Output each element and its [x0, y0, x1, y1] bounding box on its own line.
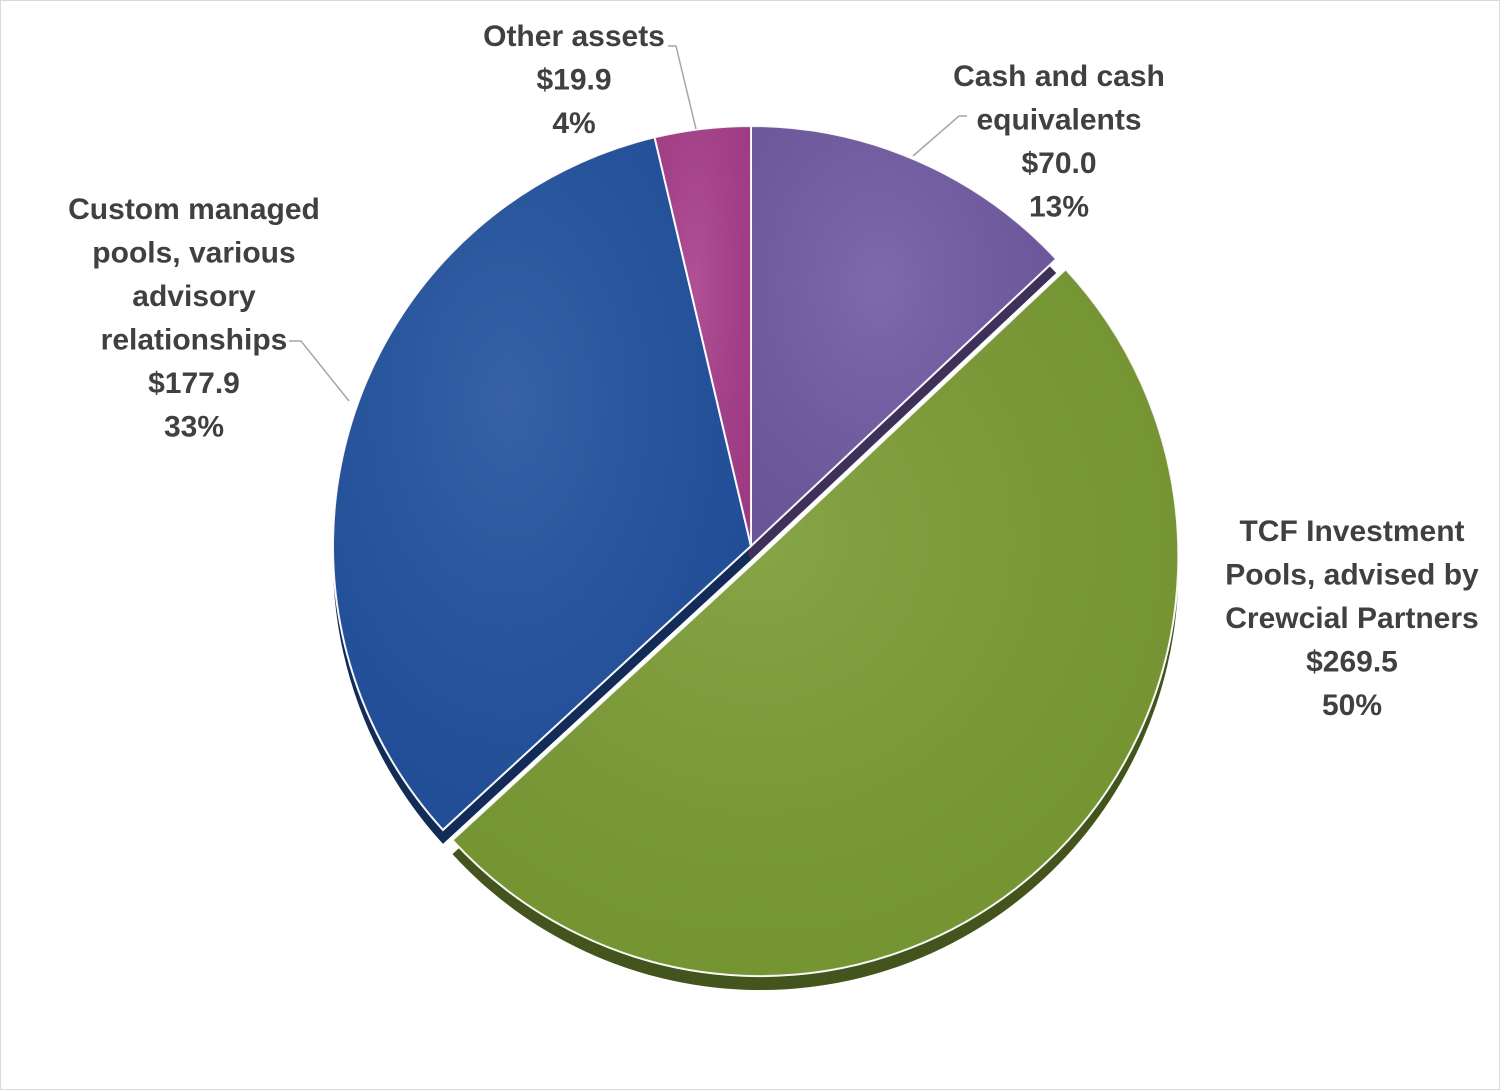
percent-label: 33% — [164, 410, 224, 443]
value-label: $177.9 — [148, 367, 240, 400]
label-line: pools, various — [92, 236, 295, 269]
label-line: TCF Investment — [1239, 515, 1464, 548]
label-line: Other assets — [483, 20, 665, 53]
percent-label: 13% — [1029, 190, 1089, 223]
pie-slice-shading-tcf-investment-pools-advised-by-crewcial-partners — [452, 269, 1179, 977]
label-line: Crewcial Partners — [1225, 602, 1478, 635]
pie-slice-shading-other-assets — [654, 126, 751, 546]
leader-line-custom-managed-pools-various-advisory-relationships — [289, 340, 350, 402]
pie-slice-layer — [332, 124, 1180, 977]
label-line: Cash and cash — [953, 60, 1165, 93]
label-line: Pools, advised by — [1225, 558, 1479, 591]
label-line: advisory — [132, 280, 256, 313]
data-label-tcf-investment-pools-advised-by-crewcial-partners: TCF Investment Pools, advised by Crewcial … — [1225, 515, 1479, 722]
pie-slice-shading-cash-and-cash-equivalents — [751, 126, 1057, 546]
label-line: relationships — [101, 323, 288, 356]
leader-line-layer — [289, 45, 967, 402]
data-label-layer: Cash and cash equivalents $70.0 13% TCF Inve… — [68, 20, 1479, 722]
label-line: equivalents — [976, 103, 1141, 136]
percent-label: 50% — [1322, 689, 1382, 722]
data-label-cash-and-cash-equivalents: Cash and cash equivalents $70.0 13% — [953, 60, 1165, 224]
data-label-custom-managed-pools-various-advisory-relationships: Custom managed pools, various advisory rela… — [68, 193, 320, 444]
leader-line-other-assets — [668, 45, 697, 130]
percent-label: 4% — [552, 107, 595, 140]
leader-line-cash-and-cash-equivalents — [912, 115, 967, 157]
pie-slice-shading-custom-managed-pools-various-advisory-relationships — [332, 137, 751, 830]
value-label: $70.0 — [1021, 147, 1096, 180]
value-label: $19.9 — [536, 63, 611, 96]
data-label-other-assets: Other assets $19.9 4% — [483, 20, 665, 140]
value-label: $269.5 — [1306, 645, 1398, 678]
label-line: Custom managed — [68, 193, 320, 226]
